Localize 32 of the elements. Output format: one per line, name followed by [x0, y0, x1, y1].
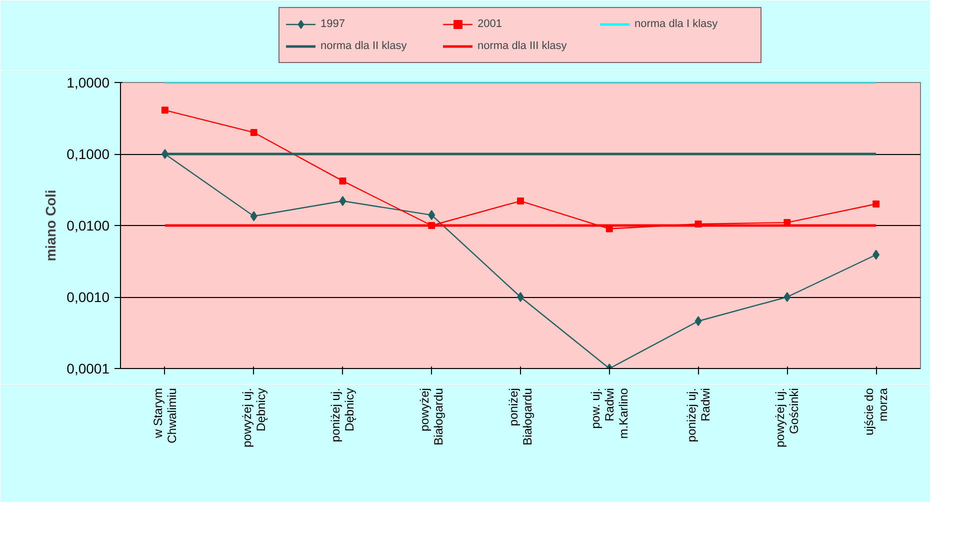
x-tick-label: powyżej uj. Gościnki	[773, 388, 802, 448]
point	[428, 210, 436, 220]
point	[339, 177, 346, 184]
x-tick-label: pow. uj. Radwi m.Karlino	[588, 388, 630, 439]
y-tick-label: 1,0000	[66, 74, 110, 90]
x-tick-label: w Starym Chwalimiu	[150, 388, 179, 444]
point	[517, 198, 524, 205]
x-tick-label: powyżej Białogardu	[418, 388, 446, 446]
y-tick-label: 0,0001	[66, 360, 110, 376]
x-tick-label: poniżej uj. Dębnicy	[328, 388, 357, 442]
y-tick-label: 0,1000	[66, 146, 110, 162]
point	[784, 292, 791, 302]
point	[517, 292, 524, 302]
point	[250, 211, 258, 222]
y-tick-label: 0,0010	[66, 289, 110, 305]
point	[161, 106, 168, 114]
x-tick-label: poniżej uj. Radwi	[684, 388, 712, 442]
point	[250, 128, 258, 136]
x-tick-label: poniżej Białogardu	[506, 388, 534, 446]
point	[872, 250, 880, 260]
y-tick-label: 0,0100	[66, 218, 110, 234]
point	[694, 316, 702, 326]
legend-label: norma dla II klasy	[320, 40, 408, 52]
point	[339, 196, 346, 206]
legend-label: norma dla III klasy	[478, 40, 568, 52]
legend-label: 2001	[478, 18, 503, 30]
x-tick-label: ujście do morza	[862, 388, 890, 436]
legend-label: 1997	[320, 18, 346, 30]
point	[872, 200, 880, 208]
x-tick-label: powyżej uj. Dębnicy	[240, 388, 268, 448]
legend-label: norma dla I klasy	[634, 18, 719, 30]
y-axis-title: miano Coli	[42, 190, 59, 262]
